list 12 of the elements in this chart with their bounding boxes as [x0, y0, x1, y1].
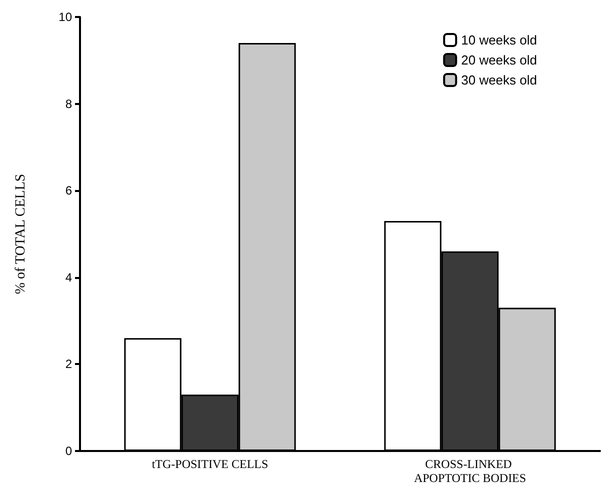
legend-label: 30 weeks old [461, 72, 538, 88]
x-tick-label: tTG-POSITIVE CELLS [152, 457, 268, 471]
y-tick-label: 8 [65, 96, 72, 111]
x-tick-label: CROSS-LINKED APOPTOTIC BODIES [414, 457, 526, 485]
legend-label: 20 weeks old [461, 52, 538, 68]
y-tick-label: 2 [65, 357, 72, 372]
y-tick-label: 10 [58, 10, 72, 24]
y-tick-label: 4 [65, 270, 72, 284]
y-axis-title: % of TOTAL CELLS [14, 174, 28, 294]
legend-label: 10 weeks old [461, 32, 538, 48]
y-tick-label: 0 [65, 444, 72, 458]
y-tick-label: 6 [65, 184, 72, 198]
